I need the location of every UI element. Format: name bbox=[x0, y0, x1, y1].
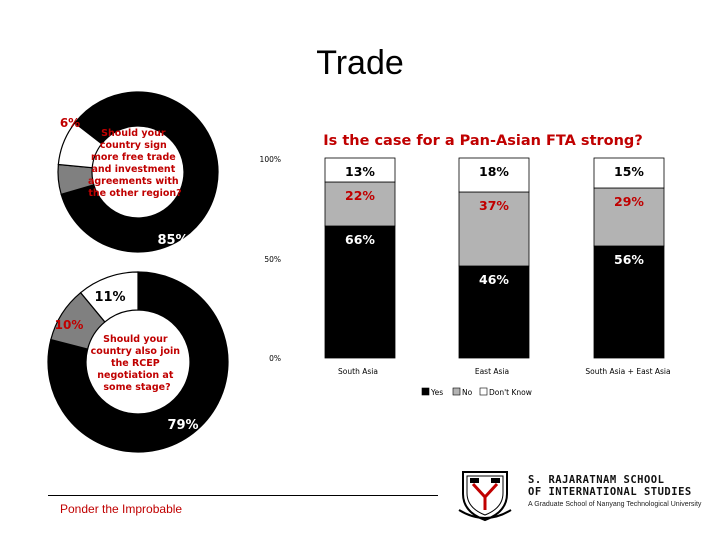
legend-label-no: No bbox=[462, 388, 473, 397]
donut1-label-black: 85% bbox=[157, 233, 188, 248]
donut-chart-2: 11% 10% 79% Should your country also joi… bbox=[47, 271, 229, 453]
donut2-label-white: 11% bbox=[94, 290, 125, 305]
x-label-south-asia: South Asia bbox=[338, 367, 378, 376]
legend-label-yes: Yes bbox=[430, 388, 443, 397]
donut2-label-black: 79% bbox=[167, 418, 198, 433]
bar-chart-title: Is the case for a Pan-Asian FTA strong? bbox=[323, 133, 642, 149]
donut2-label-grey: 10% bbox=[55, 318, 84, 332]
donut1-slice-2 bbox=[57, 122, 103, 169]
school-subtitle: A Graduate School of Nanyang Technologic… bbox=[528, 501, 702, 508]
donut-chart-1: 9% 6% 85% Should your country sign more … bbox=[57, 91, 219, 253]
donut2-slice-0 bbox=[47, 271, 229, 453]
y-tick-100: 100% bbox=[260, 155, 281, 164]
donut1-center-text: Should your country sign more free trade… bbox=[88, 128, 182, 199]
bar-label-1-1: 37% bbox=[479, 198, 509, 213]
donut2-slice-2 bbox=[79, 271, 139, 323]
donut1-slice-0 bbox=[60, 91, 219, 253]
footer-tagline: Ponder the Improbable bbox=[60, 502, 183, 516]
bar-label-1-0: 46% bbox=[479, 272, 509, 287]
legend-swatch-yes bbox=[421, 387, 430, 396]
school-crest-logo bbox=[458, 471, 512, 522]
bar-0-0 bbox=[324, 225, 396, 359]
bar-label-0-2: 13% bbox=[345, 164, 375, 179]
y-tick-0: 0% bbox=[269, 354, 281, 363]
bar-1-1 bbox=[458, 191, 530, 267]
school-name-line1: S. RAJARATNAM SCHOOL bbox=[528, 474, 665, 486]
bar-1-0 bbox=[458, 265, 530, 359]
school-name: S. RAJARATNAM SCHOOL OF INTERNATIONAL ST… bbox=[528, 474, 692, 498]
stacked-bar-chart: Is the case for a Pan-Asian FTA strong? … bbox=[260, 133, 671, 397]
legend-swatch-no bbox=[452, 387, 461, 396]
bar-label-2-1: 29% bbox=[614, 194, 644, 209]
bar-0-1 bbox=[324, 181, 396, 227]
donut1-label-white: 9% bbox=[107, 99, 129, 114]
x-label-south-east-asia: South Asia + East Asia bbox=[585, 367, 670, 376]
donut2-center-text: Should your country also join the RCEP n… bbox=[91, 334, 184, 393]
footer-divider bbox=[48, 495, 438, 496]
bar-0-2 bbox=[324, 157, 396, 183]
bar-label-1-2: 18% bbox=[479, 164, 509, 179]
bar-2-0 bbox=[593, 245, 665, 359]
y-tick-50: 50% bbox=[264, 255, 281, 264]
slide-title: Trade bbox=[316, 44, 404, 82]
bar-1-2 bbox=[458, 157, 530, 193]
x-label-east-asia: East Asia bbox=[475, 367, 509, 376]
legend-label-dont-know: Don't Know bbox=[489, 388, 532, 397]
school-name-line2: OF INTERNATIONAL STUDIES bbox=[528, 486, 692, 498]
bar-label-2-2: 15% bbox=[614, 164, 644, 179]
bar-label-2-0: 56% bbox=[614, 252, 644, 267]
bar-label-0-1: 22% bbox=[345, 188, 375, 203]
donut1-label-grey: 6% bbox=[60, 116, 80, 130]
legend-swatch-dont-know bbox=[479, 387, 488, 396]
bar-2-2 bbox=[593, 157, 665, 189]
bar-2-1 bbox=[593, 187, 665, 247]
bar-label-0-0: 66% bbox=[345, 232, 375, 247]
